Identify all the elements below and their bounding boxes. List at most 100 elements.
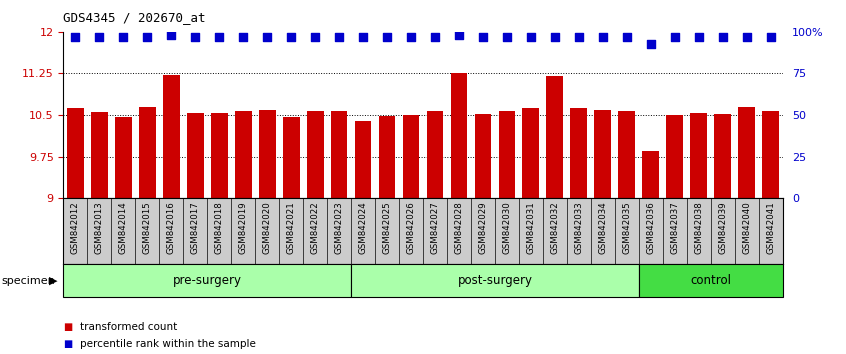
Bar xyxy=(570,108,587,198)
Text: GSM842038: GSM842038 xyxy=(695,201,703,254)
Point xyxy=(476,34,490,40)
Text: GSM842017: GSM842017 xyxy=(191,201,200,254)
Point xyxy=(308,34,321,40)
Bar xyxy=(426,111,443,198)
Text: GSM842034: GSM842034 xyxy=(598,201,607,254)
Text: GSM842025: GSM842025 xyxy=(382,201,392,254)
Bar xyxy=(307,111,323,198)
Text: GSM842032: GSM842032 xyxy=(551,201,559,254)
Point xyxy=(69,34,82,40)
Text: ■: ■ xyxy=(63,339,73,349)
Text: GDS4345 / 202670_at: GDS4345 / 202670_at xyxy=(63,11,206,24)
Point xyxy=(500,34,514,40)
Text: GSM842013: GSM842013 xyxy=(95,201,104,254)
Point xyxy=(212,34,226,40)
Text: GSM842016: GSM842016 xyxy=(167,201,176,254)
Text: GSM842039: GSM842039 xyxy=(718,201,727,254)
Point xyxy=(428,34,442,40)
Point xyxy=(620,34,634,40)
Text: GSM842030: GSM842030 xyxy=(503,201,511,254)
Bar xyxy=(595,110,611,198)
FancyBboxPatch shape xyxy=(639,264,783,297)
Text: GSM842015: GSM842015 xyxy=(143,201,151,254)
Text: GSM842036: GSM842036 xyxy=(646,201,655,254)
Point xyxy=(644,41,657,46)
Text: specimen: specimen xyxy=(2,275,56,286)
Text: GSM842031: GSM842031 xyxy=(526,201,536,254)
Bar xyxy=(762,111,779,198)
Text: post-surgery: post-surgery xyxy=(458,274,532,287)
Bar xyxy=(354,121,371,198)
Point xyxy=(261,34,274,40)
Text: GSM842028: GSM842028 xyxy=(454,201,464,254)
Point xyxy=(524,34,537,40)
Text: GSM842024: GSM842024 xyxy=(359,201,367,254)
Text: GSM842019: GSM842019 xyxy=(239,201,248,254)
Text: GSM842033: GSM842033 xyxy=(574,201,583,254)
Bar xyxy=(115,117,132,198)
Bar xyxy=(403,115,420,198)
Bar xyxy=(714,114,731,198)
Point xyxy=(739,34,753,40)
Text: GSM842020: GSM842020 xyxy=(263,201,272,254)
Point xyxy=(404,34,418,40)
Text: GSM842023: GSM842023 xyxy=(335,201,343,254)
Point xyxy=(332,34,346,40)
Text: GSM842040: GSM842040 xyxy=(742,201,751,254)
Bar xyxy=(523,108,539,198)
Bar xyxy=(739,107,755,198)
Text: GSM842026: GSM842026 xyxy=(407,201,415,254)
Point xyxy=(140,34,154,40)
Point xyxy=(572,34,585,40)
FancyBboxPatch shape xyxy=(351,264,639,297)
Text: GSM842012: GSM842012 xyxy=(71,201,80,254)
Bar xyxy=(498,110,515,198)
Text: GSM842014: GSM842014 xyxy=(119,201,128,254)
Bar xyxy=(379,116,395,198)
Bar xyxy=(475,114,492,198)
Bar xyxy=(91,112,107,198)
Point xyxy=(692,34,706,40)
Point xyxy=(92,34,106,40)
Bar xyxy=(451,74,467,198)
Bar xyxy=(283,117,299,198)
Text: GSM842037: GSM842037 xyxy=(670,201,679,254)
Bar xyxy=(259,109,276,198)
Text: ■: ■ xyxy=(63,322,73,332)
Point xyxy=(548,34,562,40)
Bar xyxy=(235,111,251,198)
Text: GSM842029: GSM842029 xyxy=(479,201,487,254)
Bar xyxy=(618,110,635,198)
Bar xyxy=(690,113,707,198)
Point xyxy=(189,34,202,40)
FancyBboxPatch shape xyxy=(63,264,351,297)
Text: GSM842018: GSM842018 xyxy=(215,201,223,254)
Text: transformed count: transformed count xyxy=(80,322,178,332)
Bar xyxy=(139,107,156,198)
Point xyxy=(117,34,130,40)
Text: GSM842021: GSM842021 xyxy=(287,201,295,254)
Point xyxy=(452,32,465,38)
Bar xyxy=(163,75,179,198)
Text: ▶: ▶ xyxy=(49,275,58,286)
Text: control: control xyxy=(690,274,731,287)
Text: GSM842027: GSM842027 xyxy=(431,201,439,254)
Text: GSM842041: GSM842041 xyxy=(766,201,775,254)
Point xyxy=(596,34,609,40)
Point xyxy=(236,34,250,40)
Bar xyxy=(211,113,228,198)
Text: pre-surgery: pre-surgery xyxy=(173,274,242,287)
Point xyxy=(380,34,393,40)
Text: GSM842035: GSM842035 xyxy=(623,201,631,254)
Bar xyxy=(67,108,84,198)
Text: percentile rank within the sample: percentile rank within the sample xyxy=(80,339,256,349)
Bar xyxy=(642,150,659,198)
Bar xyxy=(331,110,348,198)
Point xyxy=(284,34,298,40)
Point xyxy=(667,34,681,40)
Bar xyxy=(667,115,683,198)
Text: GSM842022: GSM842022 xyxy=(310,201,320,254)
Bar xyxy=(547,76,563,198)
Bar xyxy=(187,113,204,198)
Point xyxy=(164,32,178,38)
